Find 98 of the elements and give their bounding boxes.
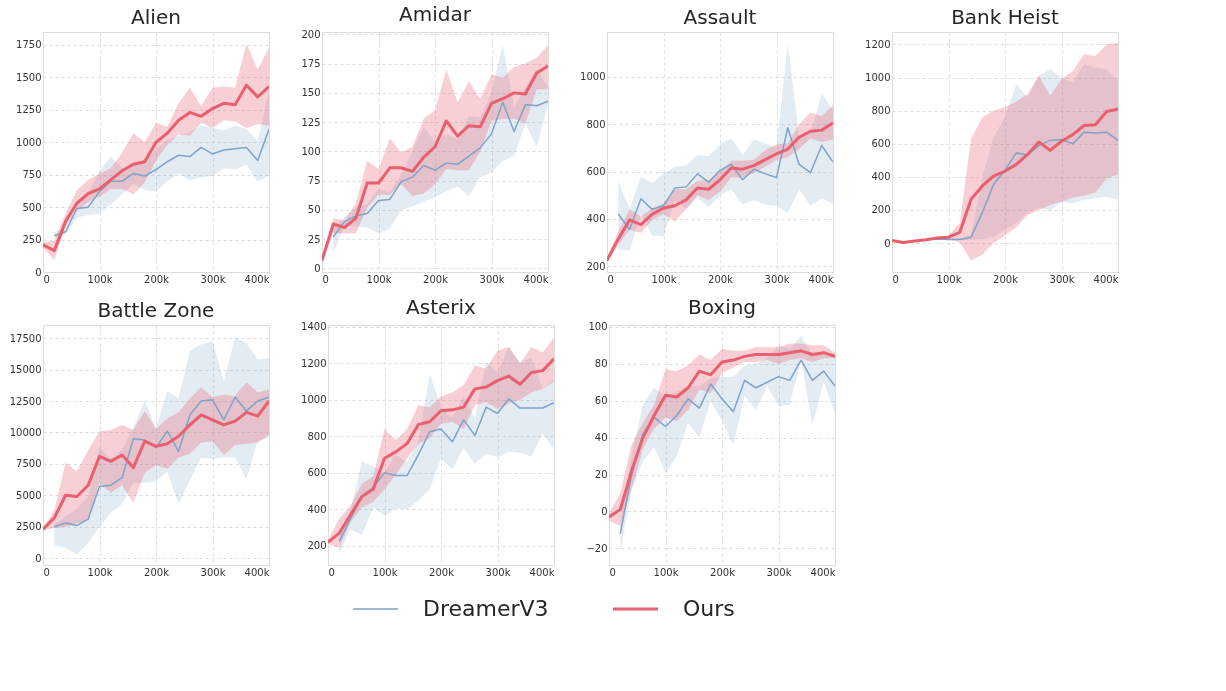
y-tick-label: 0 xyxy=(35,552,42,564)
y-tick-label: 12500 xyxy=(9,395,42,407)
x-tick-label: 400k xyxy=(529,566,555,578)
chart-title: Bank Heist xyxy=(951,5,1060,29)
x-tick-label: 400k xyxy=(808,273,834,285)
x-tick-label: 300k xyxy=(1049,273,1075,285)
y-tick-label: 125 xyxy=(301,116,321,128)
y-tick-label: −20 xyxy=(586,542,608,554)
x-tick-label: 300k xyxy=(479,273,505,285)
y-tick-label: 1250 xyxy=(16,104,42,116)
y-tick-label: 1200 xyxy=(301,357,327,369)
x-tick-label: 400k xyxy=(810,566,836,578)
x-tick-label: 0 xyxy=(328,566,335,578)
y-tick-label: 1400 xyxy=(301,321,327,333)
x-tick-label: 100k xyxy=(653,566,679,578)
x-tick-label: 300k xyxy=(200,273,226,285)
x-tick-label: 100k xyxy=(366,273,392,285)
legend-label: DreamerV3 xyxy=(423,596,549,621)
x-tick-label: 200k xyxy=(993,273,1019,285)
y-tick-label: 100 xyxy=(301,145,321,157)
x-tick-label: 200k xyxy=(429,566,455,578)
x-tick-label: 400k xyxy=(244,566,270,578)
y-tick-label: 800 xyxy=(871,105,891,117)
x-tick-label: 100k xyxy=(87,566,113,578)
x-tick-label: 400k xyxy=(523,273,549,285)
y-tick-label: 1000 xyxy=(580,71,606,83)
chart-title: Amidar xyxy=(399,2,472,27)
line-series xyxy=(617,127,833,231)
line-series xyxy=(53,128,269,237)
y-tick-label: 7500 xyxy=(16,458,42,470)
y-tick-label: 1750 xyxy=(16,39,42,51)
line-series xyxy=(43,83,269,253)
y-tick-label: 600 xyxy=(871,138,891,150)
x-tick-label: 200k xyxy=(144,273,170,285)
y-tick-label: 200 xyxy=(307,540,327,552)
x-tick-label: 0 xyxy=(892,273,899,285)
x-tick-label: 300k xyxy=(766,566,792,578)
y-tick-label: 750 xyxy=(22,169,42,181)
x-tick-label: 300k xyxy=(764,273,790,285)
x-tick-label: 200k xyxy=(423,273,449,285)
chart-title: Asterix xyxy=(406,294,477,319)
x-tick-label: 400k xyxy=(244,273,270,285)
y-tick-label: 150 xyxy=(301,87,321,99)
y-tick-label: 1000 xyxy=(16,136,42,148)
y-tick-label: 400 xyxy=(307,503,327,515)
x-tick-label: 0 xyxy=(43,273,50,285)
x-tick-label: 200k xyxy=(708,273,734,285)
y-tick-label: 60 xyxy=(594,395,608,407)
legend-label: Ours xyxy=(683,596,735,621)
y-tick-label: 250 xyxy=(22,234,42,246)
x-tick-label: 300k xyxy=(200,566,226,578)
y-tick-label: 200 xyxy=(301,28,321,40)
line-series xyxy=(338,398,554,543)
y-tick-label: 1200 xyxy=(865,38,891,50)
y-tick-label: 5000 xyxy=(16,489,42,501)
x-tick-label: 300k xyxy=(485,566,511,578)
y-tick-label: 17500 xyxy=(9,332,42,344)
y-tick-label: 200 xyxy=(871,204,891,216)
y-tick-label: 500 xyxy=(22,201,42,213)
x-tick-label: 400k xyxy=(1093,273,1119,285)
x-tick-label: 100k xyxy=(651,273,677,285)
y-tick-label: 75 xyxy=(307,175,321,187)
y-tick-label: 600 xyxy=(307,467,327,479)
y-tick-label: 800 xyxy=(307,430,327,442)
y-tick-label: 2500 xyxy=(16,521,42,533)
x-tick-label: 100k xyxy=(936,273,962,285)
y-tick-label: 40 xyxy=(594,432,608,444)
chart-title: Alien xyxy=(131,5,181,29)
y-tick-label: 175 xyxy=(301,58,321,70)
line-series xyxy=(892,107,1118,245)
y-tick-label: 50 xyxy=(307,204,321,216)
chart-title: Boxing xyxy=(687,294,757,319)
y-tick-label: 0 xyxy=(601,505,608,517)
y-tick-label: 20 xyxy=(594,469,608,481)
y-tick-label: 0 xyxy=(884,237,891,249)
y-tick-label: 800 xyxy=(586,118,606,130)
y-tick-label: 15000 xyxy=(9,364,42,376)
x-tick-label: 200k xyxy=(710,566,736,578)
y-tick-label: 1000 xyxy=(301,394,327,406)
chart-title: Battle Zone xyxy=(97,298,215,322)
y-tick-label: 400 xyxy=(871,171,891,183)
y-tick-label: 1500 xyxy=(16,71,42,83)
chart-title: Assault xyxy=(683,5,757,29)
x-tick-label: 0 xyxy=(43,566,50,578)
line-series xyxy=(332,100,548,238)
x-tick-label: 100k xyxy=(372,566,398,578)
y-tick-label: 1000 xyxy=(865,72,891,84)
y-tick-label: 10000 xyxy=(9,426,42,438)
y-tick-label: 600 xyxy=(586,166,606,178)
y-tick-label: 25 xyxy=(307,233,321,245)
y-tick-label: 80 xyxy=(594,358,608,370)
y-tick-label: 200 xyxy=(586,260,606,272)
y-tick-label: 100 xyxy=(588,321,608,333)
x-tick-label: 100k xyxy=(87,273,113,285)
x-tick-label: 200k xyxy=(144,566,170,578)
y-tick-label: 400 xyxy=(586,213,606,225)
x-tick-label: 0 xyxy=(609,566,616,578)
y-tick-label: 0 xyxy=(314,262,321,274)
